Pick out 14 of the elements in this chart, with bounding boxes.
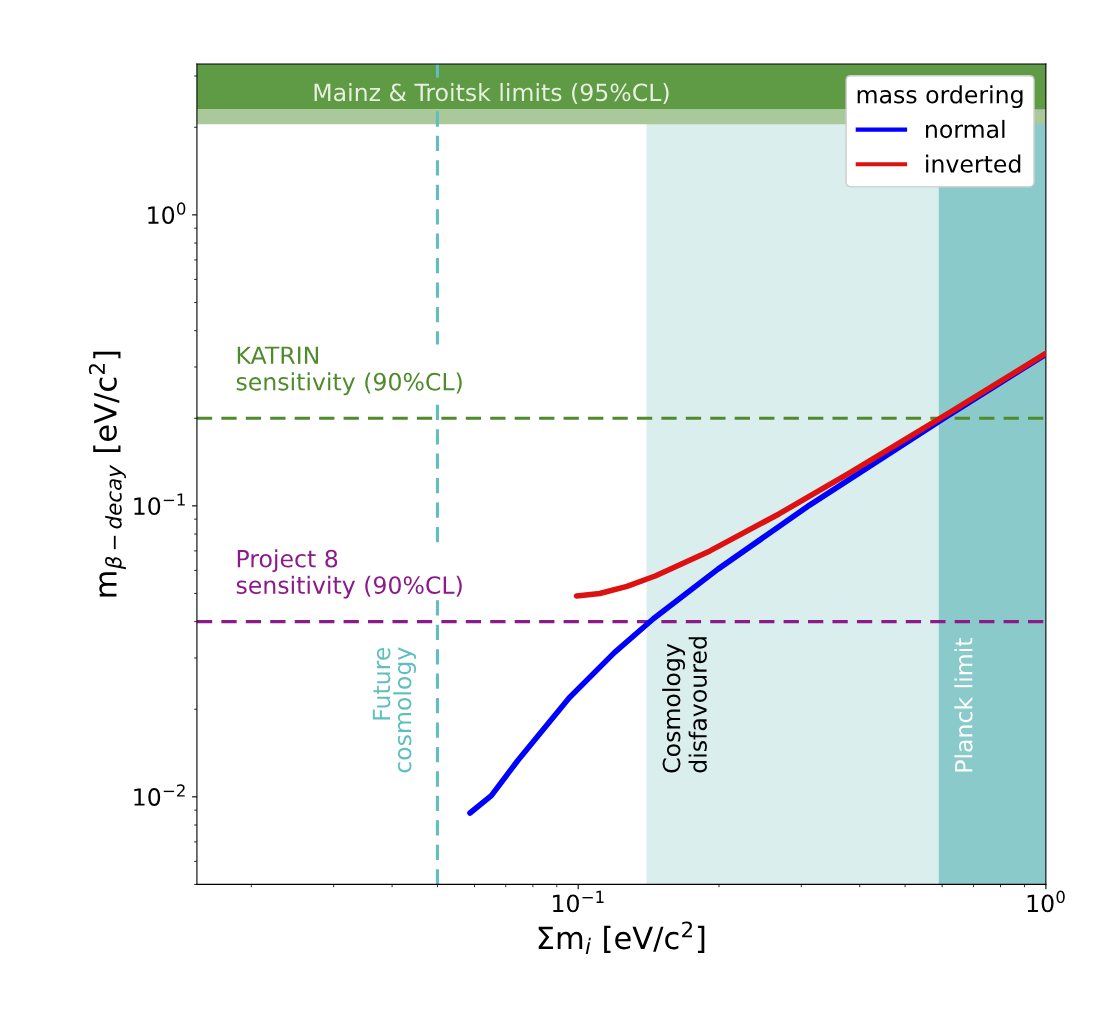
x-axis-title: Σm$_{i}$ [eV/c$^{2}$] bbox=[538, 921, 705, 954]
ref-line-label: Future cosmology bbox=[372, 647, 417, 773]
y-tick-label: 10$^{0}$ bbox=[148, 202, 186, 224]
y-tick-label: 10$^{−2}$ bbox=[134, 784, 185, 806]
ref-line-label: Project 8 sensitivity (90%CL) bbox=[236, 549, 462, 599]
y-tick-label: 10$^{−1}$ bbox=[134, 493, 185, 515]
legend-label: inverted bbox=[926, 154, 1021, 173]
legend-label: normal bbox=[926, 119, 1005, 139]
band-label: Cosmology disfavoured bbox=[662, 637, 707, 773]
legend-title: mass ordering bbox=[857, 85, 1023, 109]
y-axis-title: m$_{β−decay}$ [eV/c$^{2}$] bbox=[88, 351, 126, 597]
band-label: Planck limit bbox=[954, 638, 973, 772]
ref-line-label: KATRIN sensitivity (90%CL) bbox=[236, 346, 462, 396]
band-label: Mainz & Troitsk limits (95%CL) bbox=[314, 83, 669, 105]
